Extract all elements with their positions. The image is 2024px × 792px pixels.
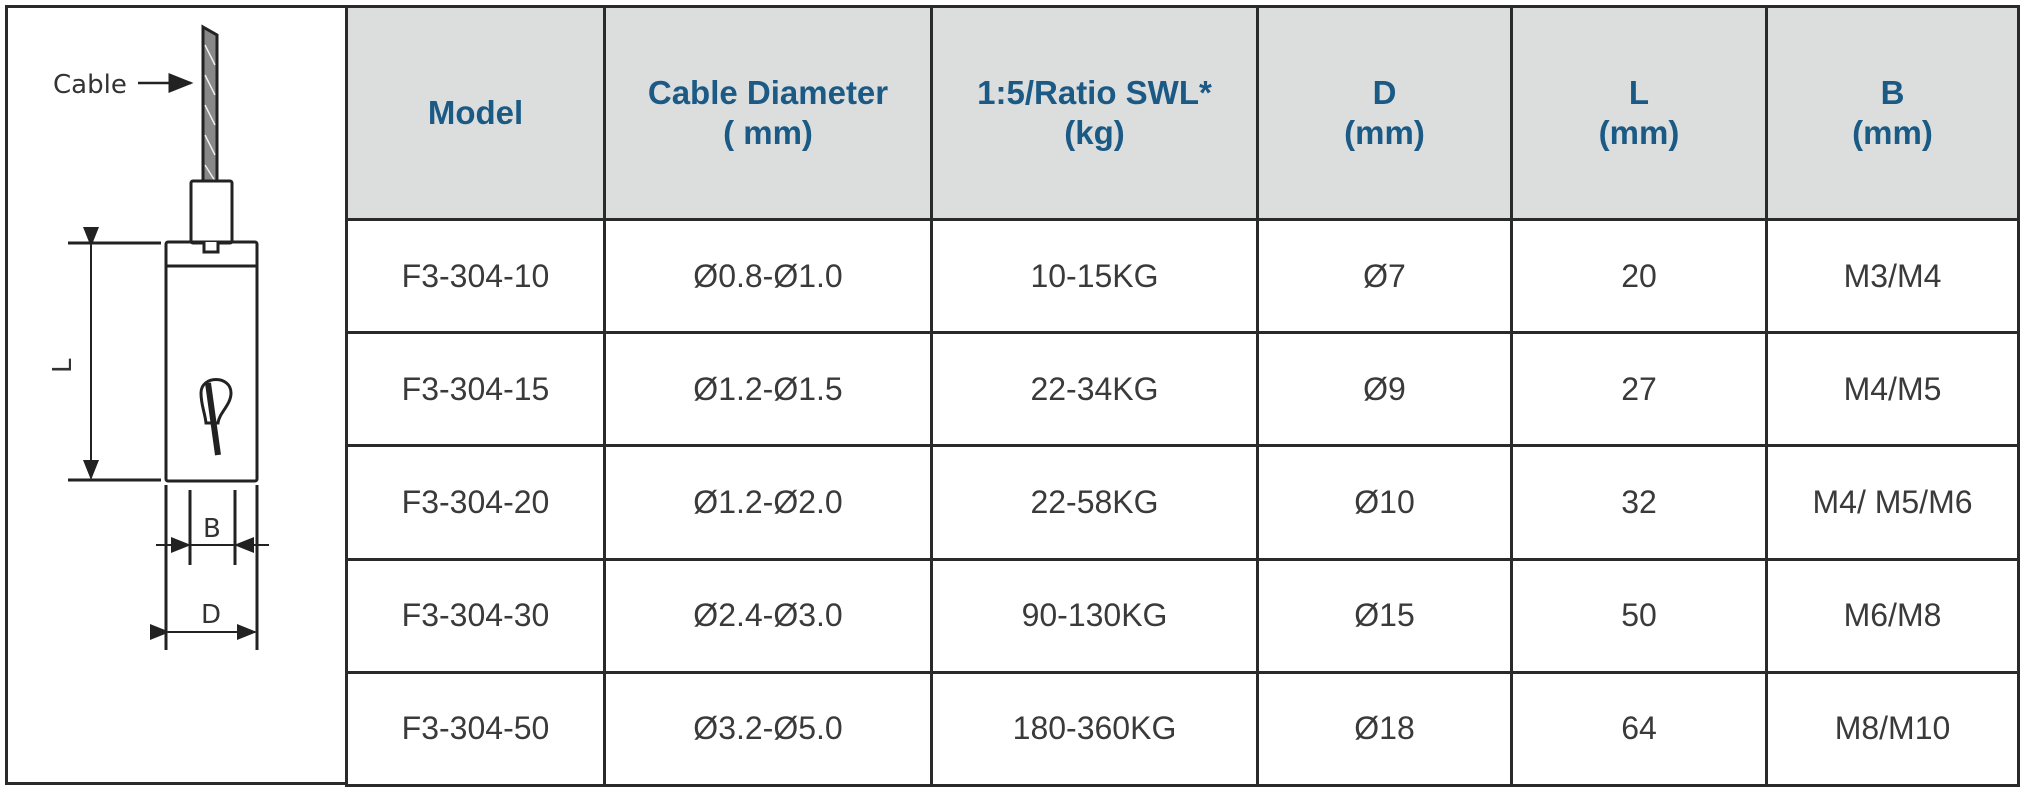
cable-gripper-diagram: Cable L B D (48, 24, 269, 650)
header-d: D (mm) (1256, 5, 1513, 221)
cell-b: M6/M8 (1765, 557, 2020, 674)
table-row: F3-304-30 Ø2.4-Ø3.0 90-130KG Ø15 50 M6/M8 (345, 557, 2020, 674)
cell-model: F3-304-50 (345, 670, 606, 788)
cell-l: 20 (1510, 217, 1768, 335)
table-row: F3-304-10 Ø0.8-Ø1.0 10-15KG Ø7 20 M3/M4 (345, 217, 2020, 335)
cell-d: Ø18 (1256, 670, 1513, 788)
collar-shape (189, 179, 234, 245)
cell-model: F3-304-20 (345, 444, 606, 561)
cell-swl: 22-58KG (930, 444, 1259, 561)
cell-swl: 90-130KG (930, 557, 1259, 674)
cell-d: Ø9 (1256, 331, 1513, 448)
header-model: Model (345, 5, 606, 221)
cell-d: Ø15 (1256, 557, 1513, 674)
dim-b-label: B (203, 514, 221, 544)
header-b: B (mm) (1765, 5, 2020, 221)
cell-swl: 10-15KG (930, 217, 1259, 335)
side-hole-icon (199, 378, 233, 456)
cell-l: 50 (1510, 557, 1768, 674)
cell-cable-diameter: Ø1.2-Ø1.5 (603, 331, 933, 448)
cable-label: Cable (53, 70, 127, 100)
dim-d-label: D (201, 600, 221, 630)
cell-l: 64 (1510, 670, 1768, 788)
body-shape (164, 240, 259, 483)
cell-b: M8/M10 (1765, 670, 2020, 788)
spec-table: Model Cable Diameter( mm) 1:5/Ratio SWL*… (345, 5, 2020, 788)
header-row: Model Cable Diameter( mm) 1:5/Ratio SWL*… (345, 5, 2020, 221)
cell-d: Ø7 (1256, 217, 1513, 335)
cell-cable-diameter: Ø2.4-Ø3.0 (603, 557, 933, 674)
cell-cable-diameter: Ø1.2-Ø2.0 (603, 444, 933, 561)
cell-cable-diameter: Ø0.8-Ø1.0 (603, 217, 933, 335)
cell-model: F3-304-30 (345, 557, 606, 674)
table-row: F3-304-15 Ø1.2-Ø1.5 22-34KG Ø9 27 M4/M5 (345, 331, 2020, 448)
header-swl: 1:5/Ratio SWL* (kg) (930, 5, 1259, 221)
cell-b: M3/M4 (1765, 217, 2020, 335)
table-row: F3-304-50 Ø3.2-Ø5.0 180-360KG Ø18 64 M8/M10 (345, 670, 2020, 788)
cable-icon (201, 24, 219, 183)
cell-model: F3-304-10 (345, 217, 606, 335)
cell-swl: 180-360KG (930, 670, 1259, 788)
cell-swl: 22-34KG (930, 331, 1259, 448)
header-l: L (mm) (1510, 5, 1768, 221)
cell-d: Ø10 (1256, 444, 1513, 561)
cell-l: 27 (1510, 331, 1768, 448)
cell-model: F3-304-15 (345, 331, 606, 448)
header-cable-diameter: Cable Diameter( mm) (603, 5, 933, 221)
cell-b: M4/M5 (1765, 331, 2020, 448)
cell-cable-diameter: Ø3.2-Ø5.0 (603, 670, 933, 788)
dim-l-label: L (48, 358, 78, 373)
cell-b: M4/ M5/M6 (1765, 444, 2020, 561)
table-row: F3-304-20 Ø1.2-Ø2.0 22-58KG Ø10 32 M4/ M5/M6 (345, 444, 2020, 561)
cell-l: 32 (1510, 444, 1768, 561)
